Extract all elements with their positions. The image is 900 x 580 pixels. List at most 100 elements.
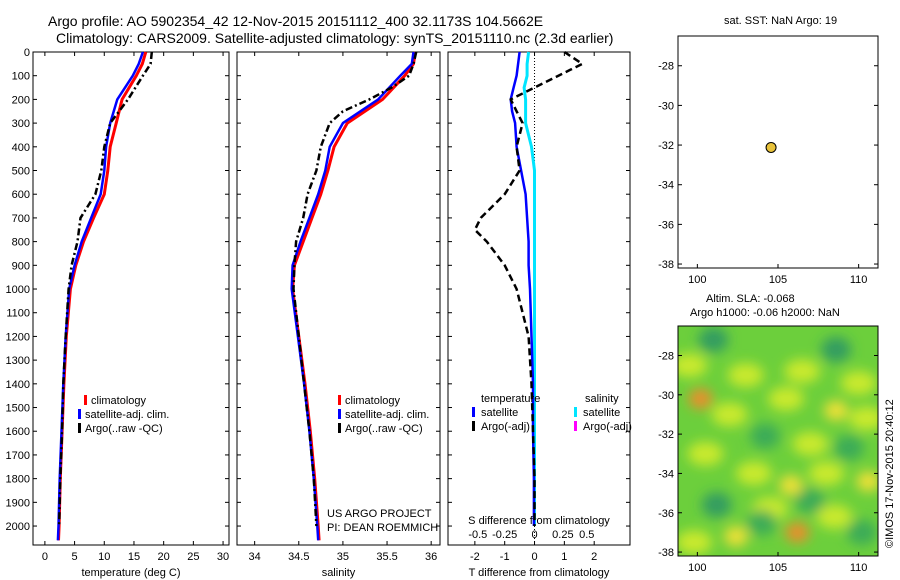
x-axis-label: temperature (deg C) [81, 567, 180, 579]
sla-anomaly [750, 423, 781, 449]
sla-texture-blob [678, 353, 708, 378]
float-position-marker [765, 141, 777, 153]
legend-label-t-argo: Argo(-adj) [481, 421, 530, 433]
sst-title: sat. SST: NaN Argo: 19 [724, 15, 837, 27]
x-axis-label: salinity [322, 567, 356, 579]
x-tick-label: 20 [158, 551, 170, 563]
legend-label-argo: Argo(..raw -QC) [345, 423, 423, 435]
y-tick-label: 600 [12, 189, 30, 201]
y-tick-label: 1000 [6, 284, 30, 296]
y-tick-label: 800 [12, 237, 30, 249]
difference-legend: temperature salinity satellite Argo(-adj… [472, 393, 632, 433]
legend-label-satellite: satellite-adj. clim. [345, 409, 429, 421]
legend-swatch-climatology [338, 395, 341, 405]
sla-anomaly [698, 327, 729, 353]
series-temperature-argo [473, 50, 584, 526]
sla-anomaly [824, 400, 849, 421]
axes-frame [32, 51, 230, 546]
salinity-panel: 34 34.5 35 35.5 36 salinity [236, 51, 441, 579]
sla-map-panel: 100 105 110 -28 -30 -32 -34 -36 -38 [658, 325, 879, 574]
sla-anomaly [821, 336, 852, 363]
credit-pi: PI: DEAN ROEMMICH [327, 522, 438, 534]
x-tick-label: -1 [500, 551, 510, 563]
y-tick-label: -38 [658, 547, 674, 559]
y-tick-label: 1300 [6, 355, 30, 367]
legend-label-satellite: satellite-adj. clim. [85, 409, 169, 421]
y-tick-label: 1900 [6, 497, 30, 509]
x-axis-label: T difference from climatology [469, 567, 610, 579]
y-tick-label: -32 [658, 429, 674, 441]
legend-label-climatology: climatology [91, 395, 147, 407]
x-tick-label: 110 [850, 562, 868, 574]
s-tick-label: 0.5 [579, 529, 594, 541]
legend-swatch-argo [338, 423, 341, 433]
legend-header-temperature: temperature [481, 393, 540, 405]
series-argo [57, 51, 154, 527]
sla-texture-blob [808, 461, 845, 486]
sla-anomaly [856, 471, 878, 492]
imos-stamp: ©IMOS 17-Nov-2015 20:40:12 [884, 399, 896, 548]
y-tick-label: -36 [658, 508, 674, 520]
sla-anomaly [846, 519, 877, 546]
x-tick-label: 1 [561, 551, 567, 563]
sla-anomaly [724, 526, 749, 547]
sla-texture-blob [678, 530, 713, 555]
sla-texture-blob [848, 406, 878, 431]
x-tick-label: 0 [531, 551, 537, 563]
s-tick-label: -0.5 [468, 529, 487, 541]
x-tick-label: 35.5 [376, 551, 397, 563]
sla-texture-blob [711, 402, 748, 427]
sla-texture-blob [784, 359, 821, 384]
x-tick-label: 100 [688, 274, 706, 286]
legend-swatch-satellite [78, 409, 81, 419]
climatology-title: Climatology: CARS2009. Satellite-adjuste… [56, 30, 613, 46]
y-tick-label: 1200 [6, 331, 30, 343]
y-tick-label: -28 [658, 350, 674, 362]
legend-swatch-t-satellite [472, 407, 475, 417]
legend-swatch-s-satellite [574, 407, 577, 417]
x-tick-label: 110 [850, 274, 868, 286]
legend-label-s-satellite: satellite [583, 407, 620, 419]
x-tick-label: 35 [337, 551, 349, 563]
axes-frame [447, 51, 631, 546]
sla-anomaly [833, 435, 864, 461]
y-tick-label: -38 [658, 259, 674, 271]
sla-texture-blob [735, 461, 772, 486]
argo-height-title: Argo h1000: -0.06 h2000: NaN [690, 307, 840, 319]
y-tick-label: 900 [12, 260, 30, 272]
y-tick-label: 300 [12, 118, 30, 130]
y-tick-label: 1400 [6, 379, 30, 391]
sla-texture-blob [840, 371, 877, 396]
series-argo [292, 51, 418, 527]
profile-title: Argo profile: AO 5902354_42 12-Nov-2015 … [48, 13, 543, 29]
x-tick-label: -2 [470, 551, 480, 563]
legend-swatch-argo [78, 423, 81, 433]
s-tick-label: 0 [531, 529, 537, 541]
legend-label-argo: Argo(..raw -QC) [85, 423, 163, 435]
legend-label-s-argo: Argo(-adj) [583, 421, 632, 433]
series-salinity-satellite [522, 51, 536, 526]
legend-header-salinity: salinity [585, 393, 619, 405]
legend-swatch-satellite [338, 409, 341, 419]
sla-anomaly [688, 388, 713, 409]
map-background [678, 36, 878, 268]
y-tick-label: -28 [658, 61, 674, 73]
temperature-panel: 0100200300400500600700800900100011001200… [6, 47, 230, 579]
x-tick-label: 10 [98, 551, 110, 563]
difference-panel: -2 -1 0 1 2 -0.5 -0.25 0 0.25 0.5 S difference fro… [447, 50, 631, 579]
y-tick-label: 1700 [6, 450, 30, 462]
x-tick-label: 105 [769, 562, 787, 574]
legend-swatch-climatology [84, 395, 87, 405]
y-tick-label: 1600 [6, 426, 30, 438]
x-tick-label: 34 [249, 551, 261, 563]
x-tick-label: 2 [591, 551, 597, 563]
axes-frame [236, 51, 441, 546]
y-tick-label: 200 [12, 94, 30, 106]
y-tick-label: -34 [658, 468, 674, 480]
x-tick-label: 30 [217, 551, 229, 563]
s-tick-label: 0.25 [552, 529, 573, 541]
y-tick-label: -34 [658, 180, 674, 192]
sla-anomaly [785, 522, 810, 543]
y-tick-label: 500 [12, 166, 30, 178]
